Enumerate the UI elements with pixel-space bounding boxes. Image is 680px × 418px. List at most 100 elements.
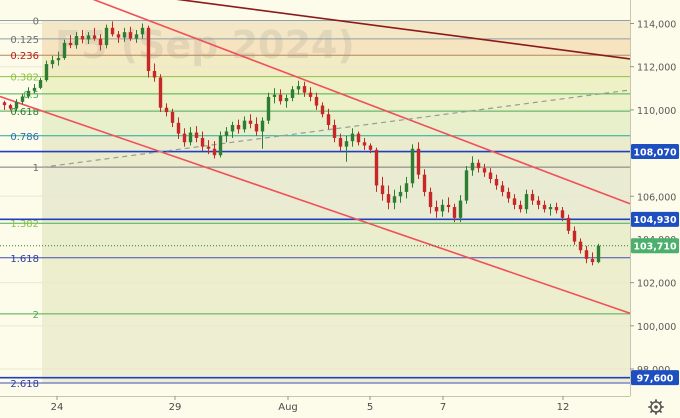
candle-body bbox=[44, 64, 49, 81]
fib-level-label: 0.5 bbox=[23, 90, 39, 101]
candle-body bbox=[140, 27, 145, 35]
candle-body bbox=[170, 112, 175, 123]
candle-body bbox=[38, 80, 43, 88]
horizontal-levels bbox=[0, 150, 630, 379]
candle-body bbox=[266, 96, 271, 121]
candle-body bbox=[290, 89, 295, 98]
fib-zone bbox=[42, 223, 630, 258]
candle-body bbox=[338, 137, 343, 147]
candle-body bbox=[146, 27, 151, 72]
candle-body bbox=[308, 92, 313, 97]
fib-level-label: 2 bbox=[33, 310, 39, 321]
candle-body bbox=[434, 207, 439, 212]
candle-body bbox=[134, 34, 139, 39]
price-tick-label: 102,000 bbox=[637, 279, 676, 290]
candle-body bbox=[56, 58, 61, 61]
fib-level-label: 0.382 bbox=[10, 73, 39, 84]
candle-body bbox=[2, 102, 7, 106]
candle-body bbox=[554, 207, 559, 211]
fibonacci-fills bbox=[42, 20, 630, 384]
fib-level-label: 0 bbox=[33, 16, 39, 27]
candle-body bbox=[320, 105, 325, 115]
candle-body bbox=[20, 96, 25, 102]
candle-body bbox=[26, 90, 31, 97]
candle-body bbox=[440, 204, 445, 212]
candle-body bbox=[32, 87, 37, 91]
candle-body bbox=[272, 94, 277, 97]
candle-body bbox=[560, 210, 565, 218]
candle-body bbox=[242, 120, 247, 130]
candle-body bbox=[122, 32, 127, 38]
candle-body bbox=[524, 194, 529, 210]
candle-body bbox=[368, 145, 373, 150]
candle-body bbox=[482, 168, 487, 173]
fib-level-label: 2.618 bbox=[10, 379, 39, 390]
candle-body bbox=[500, 185, 505, 192]
candle-body bbox=[410, 148, 415, 184]
settings-gear-icon[interactable] bbox=[648, 399, 664, 415]
candle-body bbox=[302, 86, 307, 93]
time-tick-label: 5 bbox=[367, 402, 373, 413]
price-badge-label: 104,930 bbox=[633, 215, 677, 226]
price-badge-label: 108,070 bbox=[633, 147, 677, 158]
time-tick-label: 29 bbox=[169, 402, 182, 413]
price-badges: 108,070 104,930 103,710 97,600 bbox=[631, 144, 679, 386]
fib-zone bbox=[42, 55, 630, 77]
trendlines bbox=[0, 0, 631, 315]
candle-body bbox=[14, 101, 19, 109]
candle-body bbox=[224, 131, 229, 136]
trendline-channel-upper bbox=[92, 0, 631, 205]
price-badge-label: 97,600 bbox=[637, 373, 674, 384]
candle-body bbox=[404, 183, 409, 192]
fib-zone bbox=[42, 38, 630, 56]
candle-body bbox=[50, 60, 55, 65]
price-badge bbox=[631, 370, 679, 386]
candle-body bbox=[422, 174, 427, 192]
fib-level-label: 0.125 bbox=[10, 35, 39, 46]
trendline-channel-lower bbox=[0, 95, 631, 315]
candle-body bbox=[578, 241, 583, 251]
candles bbox=[2, 21, 601, 266]
candle-body bbox=[506, 191, 511, 199]
candle-body bbox=[152, 71, 157, 78]
candle-body bbox=[254, 123, 259, 132]
fib-level-label: 1.618 bbox=[10, 254, 39, 265]
candle-body bbox=[218, 135, 223, 156]
candle-body bbox=[512, 198, 517, 205]
candle-body bbox=[452, 207, 457, 218]
candle-body bbox=[350, 133, 355, 142]
candle-body bbox=[74, 36, 79, 46]
price-badge bbox=[631, 238, 679, 254]
candle-body bbox=[374, 149, 379, 186]
candle-body bbox=[8, 105, 13, 109]
price-tick-label: 100,000 bbox=[637, 322, 676, 333]
fib-zone bbox=[42, 93, 630, 112]
candle-body bbox=[380, 185, 385, 195]
price-badge bbox=[631, 211, 679, 227]
price-tick-label: 114,000 bbox=[637, 20, 676, 31]
candle-body bbox=[332, 124, 337, 138]
fib-zone bbox=[42, 313, 630, 384]
price-axis-panel bbox=[630, 0, 680, 418]
candle-body bbox=[296, 86, 301, 90]
time-tick-label: 12 bbox=[557, 402, 570, 413]
candle-body bbox=[194, 132, 199, 138]
price-badge-label: 103,710 bbox=[633, 241, 677, 252]
candle-body bbox=[428, 191, 433, 208]
candle-body bbox=[488, 172, 493, 179]
candle-body bbox=[530, 194, 535, 201]
price-axis: 114,000 112,000 110,000 106,000 102,000 100,0… bbox=[630, 20, 676, 376]
fib-level-label: 1 bbox=[33, 163, 39, 174]
candle-body bbox=[104, 27, 109, 46]
fib-level-label: 0.618 bbox=[10, 107, 39, 118]
candle-body bbox=[86, 35, 91, 40]
fib-zone bbox=[42, 76, 630, 94]
candle-body bbox=[458, 200, 463, 218]
fib-level-label: 1.382 bbox=[10, 219, 39, 230]
candle-body bbox=[206, 146, 211, 149]
time-tick-label: 24 bbox=[51, 402, 64, 413]
price-badge bbox=[631, 144, 679, 160]
candle-body bbox=[386, 194, 391, 203]
candle-body bbox=[596, 245, 601, 263]
